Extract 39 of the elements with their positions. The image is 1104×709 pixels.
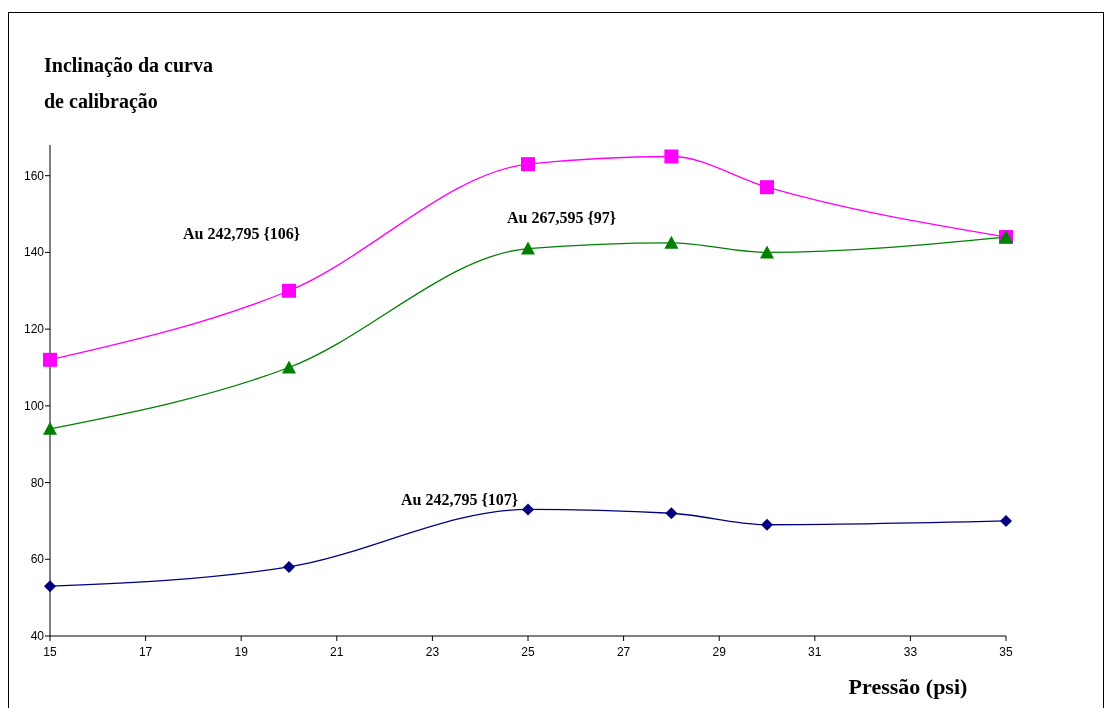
point (664, 235, 679, 249)
point (761, 518, 773, 531)
x-tick-label: 27 (616, 645, 631, 659)
chart-title: Inclinação da curva de calibração (44, 54, 213, 113)
series-label: Au 242,795 {107} (400, 491, 518, 509)
point (521, 157, 535, 172)
x-axis-title: Pressão (psi) (848, 674, 968, 699)
x-tick-label: 19 (234, 645, 249, 659)
point (282, 360, 296, 374)
x-tick-label: 21 (330, 645, 344, 659)
y-tick-label: 60 (30, 552, 45, 567)
y-tick-label: 140 (23, 245, 45, 260)
y-tick-label: 120 (23, 322, 45, 337)
point (43, 352, 57, 367)
x-tick-label: 15 (43, 645, 57, 659)
point (664, 149, 679, 164)
point (44, 580, 56, 593)
point (521, 241, 535, 255)
x-tick-label: 23 (425, 645, 440, 659)
x-tick-label: 17 (138, 645, 153, 659)
text: Au 242,795 {106} (183, 224, 301, 242)
point (522, 503, 534, 516)
series-label: Au 267,595 {97} (507, 208, 617, 226)
y-tick-label: 100 (23, 398, 45, 413)
y-tick-label: 40 (30, 629, 45, 643)
x-tick-label: 25 (521, 645, 535, 659)
x-tick-label: 31 (808, 645, 822, 659)
point (760, 245, 774, 259)
point (760, 180, 774, 195)
y-tick-label: 80 (30, 475, 45, 490)
point (283, 560, 295, 573)
point (665, 507, 678, 520)
point (1000, 514, 1012, 527)
x-tick-label: 29 (712, 645, 727, 659)
point (43, 421, 57, 435)
x-tick-label: 33 (903, 645, 918, 659)
point (282, 283, 296, 298)
x-tick-label: 35 (999, 645, 1013, 659)
y-tick-label: 160 (23, 168, 45, 183)
